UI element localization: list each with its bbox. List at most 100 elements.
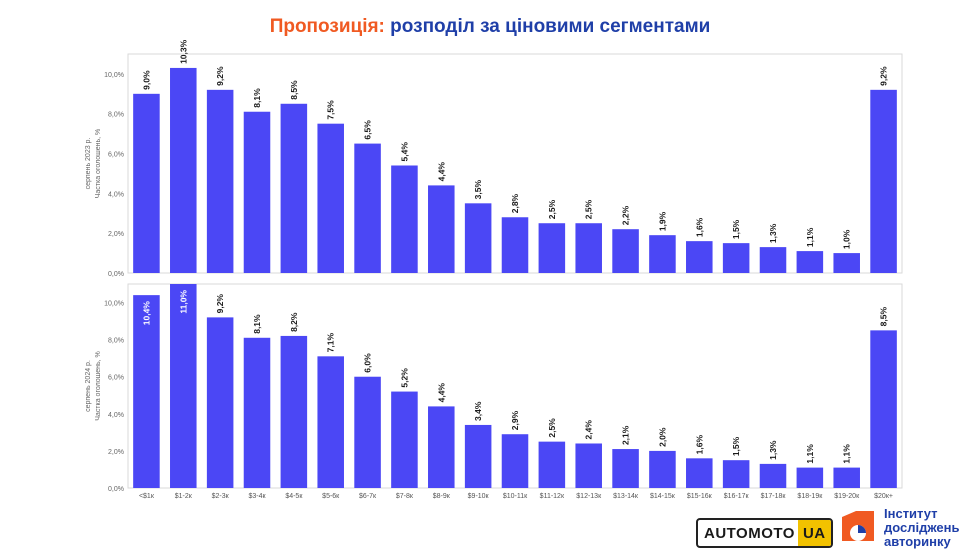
bar — [722, 460, 750, 488]
data-label: 4,4% — [436, 162, 446, 182]
bar — [649, 450, 676, 488]
bar — [575, 443, 602, 488]
bar — [796, 467, 824, 488]
x-tick-label: <$1к — [139, 493, 155, 500]
data-label: 2,8% — [510, 193, 520, 213]
data-label: 1,9% — [657, 211, 667, 231]
institute-logo-icon — [842, 511, 874, 541]
data-label: 10,4% — [141, 301, 151, 326]
data-label: 1,3% — [768, 440, 778, 460]
bar — [317, 356, 344, 488]
data-label: 2,2% — [621, 205, 631, 225]
x-tick-label: $8-9к — [433, 493, 451, 500]
bar — [575, 223, 602, 273]
bar — [280, 335, 308, 488]
chart-title: Пропозиція: розподіл за ціновими сегмент… — [0, 16, 980, 38]
x-tick-label: $16-17к — [724, 493, 750, 500]
data-label: 1,1% — [805, 227, 815, 247]
data-label: 8,2% — [289, 312, 299, 332]
data-label: 1,5% — [731, 436, 741, 456]
data-label: 2,1% — [621, 425, 631, 445]
x-tick-label: $11-12к — [540, 493, 565, 500]
y-tick-label: 6,0% — [108, 152, 124, 159]
y-axis-period: серпень 2023 р. — [85, 138, 92, 190]
y-tick-label: 6,0% — [108, 375, 124, 382]
x-tick-label: $1-2к — [175, 493, 193, 500]
y-axis-label: Частка оголошень, % — [95, 129, 102, 199]
bar — [206, 317, 234, 488]
bar — [317, 123, 344, 273]
data-label: 1,6% — [694, 435, 704, 455]
y-tick-label: 10,0% — [104, 301, 124, 308]
bar — [686, 458, 713, 488]
bar — [722, 243, 750, 273]
bar — [612, 449, 639, 488]
data-label: 1,1% — [842, 444, 852, 464]
bar — [391, 165, 418, 273]
bar — [833, 253, 860, 273]
data-label: 1,6% — [694, 217, 704, 237]
bar — [428, 185, 455, 273]
y-tick-label: 2,0% — [108, 449, 124, 456]
institute-logo-line2: досліджень — [884, 520, 960, 535]
chart-title-rest: розподіл за ціновими сегментами — [390, 16, 711, 37]
bar — [501, 217, 529, 273]
x-tick-label: $4-5к — [285, 493, 303, 500]
data-label: 2,5% — [584, 199, 594, 219]
bar — [870, 330, 897, 488]
data-label: 3,5% — [473, 180, 483, 200]
bar — [796, 251, 824, 273]
bar — [538, 441, 566, 488]
bar — [612, 229, 639, 273]
data-label: 2,5% — [547, 199, 557, 219]
bar — [133, 93, 160, 274]
x-tick-label: $18-19к — [797, 493, 823, 500]
x-tick-label: $7-8к — [396, 493, 414, 500]
y-tick-label: 10,0% — [104, 72, 124, 79]
data-label: 6,5% — [363, 120, 373, 140]
y-tick-label: 4,0% — [108, 412, 124, 419]
data-label: 6,0% — [363, 353, 373, 373]
data-label: 11,0% — [178, 290, 188, 314]
bar — [206, 89, 234, 273]
data-label: 1,3% — [768, 223, 778, 243]
bar — [354, 376, 381, 488]
data-label: 2,0% — [657, 427, 667, 447]
bar — [759, 247, 787, 273]
x-tick-label: $12-13к — [576, 493, 602, 500]
data-label: 9,2% — [879, 66, 889, 86]
bar — [391, 391, 418, 488]
data-label: 10,3% — [178, 39, 188, 64]
data-label: 8,5% — [879, 307, 889, 327]
x-tick-label: $13-14к — [613, 493, 639, 500]
data-label: 5,4% — [399, 142, 409, 162]
data-label: 1,1% — [805, 444, 815, 464]
y-axis-label: Частка оголошень, % — [95, 351, 102, 421]
institute-logo-line1: Інститут — [884, 506, 938, 521]
automoto-logo-suffix: UA — [797, 520, 831, 546]
bar — [538, 223, 566, 273]
bar — [870, 89, 897, 273]
institute-logo-line3: авторинку — [884, 534, 951, 549]
x-tick-label: $10-11к — [503, 493, 528, 500]
y-tick-label: 0,0% — [108, 271, 124, 278]
x-tick-label: $15-16к — [687, 493, 713, 500]
y-tick-label: 8,0% — [108, 338, 124, 345]
automoto-logo-main: AUTOMOTO — [704, 524, 795, 542]
x-tick-label: $20к+ — [874, 493, 893, 500]
bar — [170, 67, 197, 273]
data-label: 4,4% — [436, 383, 446, 403]
data-label: 1,0% — [842, 229, 852, 249]
data-label: 2,9% — [510, 410, 520, 430]
y-tick-label: 4,0% — [108, 191, 124, 198]
y-tick-label: 0,0% — [108, 486, 124, 493]
x-tick-label: $6-7к — [359, 493, 377, 500]
x-tick-label: $5-6к — [322, 493, 340, 500]
bar — [243, 337, 271, 488]
data-label: 2,5% — [547, 418, 557, 438]
automoto-logo: AUTOMOTO UA — [696, 518, 833, 548]
x-tick-label: $17-18к — [761, 493, 787, 500]
bar — [280, 103, 308, 273]
data-label: 8,1% — [252, 314, 262, 334]
